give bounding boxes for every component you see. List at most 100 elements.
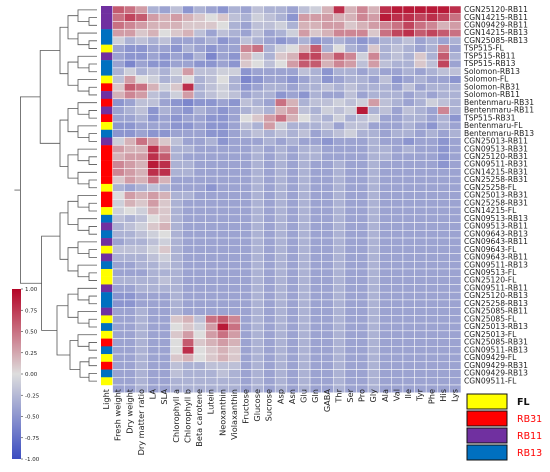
heatmap-cell bbox=[240, 129, 253, 138]
colorbar-tick-label: 0.00 bbox=[25, 372, 38, 378]
heatmap-cell bbox=[193, 214, 206, 223]
light-cell bbox=[101, 137, 113, 146]
heatmap-cell bbox=[147, 5, 160, 14]
heatmap-cell bbox=[425, 230, 439, 239]
heatmap-cell bbox=[344, 222, 357, 231]
heatmap-cell bbox=[147, 276, 160, 285]
heatmap-cell bbox=[449, 44, 462, 53]
heatmap-cell bbox=[367, 21, 380, 30]
heatmap-cell bbox=[321, 183, 334, 192]
heatmap-cell bbox=[391, 322, 404, 332]
heatmap-cell bbox=[135, 361, 148, 370]
heatmap-cell bbox=[263, 44, 276, 53]
heatmap-cell bbox=[205, 338, 218, 347]
heatmap-cell bbox=[240, 13, 253, 22]
heatmap-cell bbox=[251, 168, 264, 177]
heatmap-cell bbox=[286, 98, 299, 107]
column-label: Ala bbox=[380, 389, 390, 402]
heatmap-cell bbox=[449, 384, 462, 393]
heatmap-cell bbox=[123, 144, 137, 154]
heatmap-cell bbox=[333, 75, 346, 84]
heatmap-cell bbox=[449, 230, 462, 239]
heatmap-cell bbox=[402, 377, 415, 386]
heatmap-cell bbox=[298, 377, 311, 386]
heatmap-cell bbox=[123, 237, 137, 247]
heatmap-cell bbox=[286, 369, 299, 378]
heatmap-cell bbox=[123, 245, 137, 254]
heatmap-cell bbox=[147, 28, 160, 38]
heatmap-cell bbox=[123, 59, 137, 69]
heatmap-cell bbox=[298, 28, 311, 38]
heatmap-cell bbox=[170, 98, 183, 107]
light-cell bbox=[101, 60, 113, 69]
heatmap-cell bbox=[333, 168, 346, 177]
heatmap-cell bbox=[158, 230, 171, 239]
heatmap-cell bbox=[402, 160, 415, 169]
heatmap-cell bbox=[391, 315, 404, 324]
heatmap-cell bbox=[298, 168, 311, 177]
heatmap-cell bbox=[263, 21, 276, 30]
heatmap-cell bbox=[402, 121, 415, 131]
heatmap-cell bbox=[228, 214, 241, 223]
heatmap-cell bbox=[414, 322, 427, 332]
heatmap-cell bbox=[274, 199, 288, 208]
heatmap-cell bbox=[367, 129, 380, 138]
row-label: CGN25085-RB31 bbox=[464, 338, 528, 347]
heatmap-cell bbox=[135, 206, 148, 216]
heatmap-cell bbox=[391, 191, 404, 200]
heatmap-cell bbox=[240, 214, 253, 223]
heatmap-cell bbox=[158, 299, 171, 308]
heatmap-cell bbox=[437, 237, 450, 247]
heatmap-cell bbox=[158, 253, 171, 262]
heatmap-cell bbox=[449, 183, 462, 192]
dendrogram-branch bbox=[77, 148, 97, 162]
heatmap-cell bbox=[379, 75, 392, 84]
heatmap-cell bbox=[251, 315, 264, 324]
heatmap-cell bbox=[112, 291, 125, 301]
heatmap-cell bbox=[193, 291, 206, 301]
heatmap-cell bbox=[402, 245, 415, 254]
heatmap-cell bbox=[344, 260, 357, 270]
heatmap-cell bbox=[402, 307, 415, 316]
heatmap-cell bbox=[298, 245, 311, 254]
heatmap-cell bbox=[414, 338, 427, 347]
heatmap-cell bbox=[367, 369, 380, 378]
heatmap-cell bbox=[333, 330, 346, 339]
heatmap-cell bbox=[170, 253, 183, 262]
heatmap-cell bbox=[216, 160, 229, 169]
heatmap-cell bbox=[425, 338, 439, 347]
heatmap-cell bbox=[170, 237, 183, 247]
dendrogram-branch bbox=[67, 15, 78, 40]
heatmap-cell bbox=[135, 260, 148, 270]
heatmap-cell bbox=[344, 75, 357, 84]
heatmap-cell bbox=[425, 13, 439, 22]
heatmap-cell bbox=[414, 284, 427, 293]
heatmap-cell bbox=[251, 237, 264, 247]
heatmap-cell bbox=[182, 191, 195, 200]
heatmap-cell bbox=[251, 13, 264, 22]
heatmap-cell bbox=[147, 361, 160, 370]
heatmap-cell bbox=[193, 160, 206, 169]
dendrogram-branch bbox=[20, 96, 42, 284]
heatmap-cell bbox=[228, 291, 241, 301]
heatmap-cell bbox=[344, 83, 357, 92]
heatmap-cell bbox=[193, 322, 206, 332]
heatmap-cell bbox=[402, 253, 415, 262]
heatmap-cell bbox=[251, 199, 264, 208]
heatmap-cell bbox=[193, 338, 206, 347]
heatmap-cell bbox=[333, 106, 346, 115]
heatmap-cell bbox=[298, 90, 311, 100]
heatmap-cell bbox=[437, 36, 450, 45]
heatmap-cell bbox=[391, 59, 404, 69]
heatmap-cell bbox=[449, 330, 462, 339]
heatmap-cell bbox=[425, 44, 439, 53]
heatmap-cell bbox=[158, 237, 171, 247]
heatmap-cell bbox=[182, 5, 195, 14]
heatmap-cell bbox=[298, 13, 311, 22]
heatmap-cell bbox=[251, 260, 264, 270]
heatmap-cell bbox=[251, 222, 264, 231]
heatmap-cell bbox=[414, 191, 427, 200]
heatmap-cell bbox=[298, 52, 311, 61]
light-cell bbox=[101, 168, 113, 177]
heatmap-cell bbox=[182, 106, 195, 115]
